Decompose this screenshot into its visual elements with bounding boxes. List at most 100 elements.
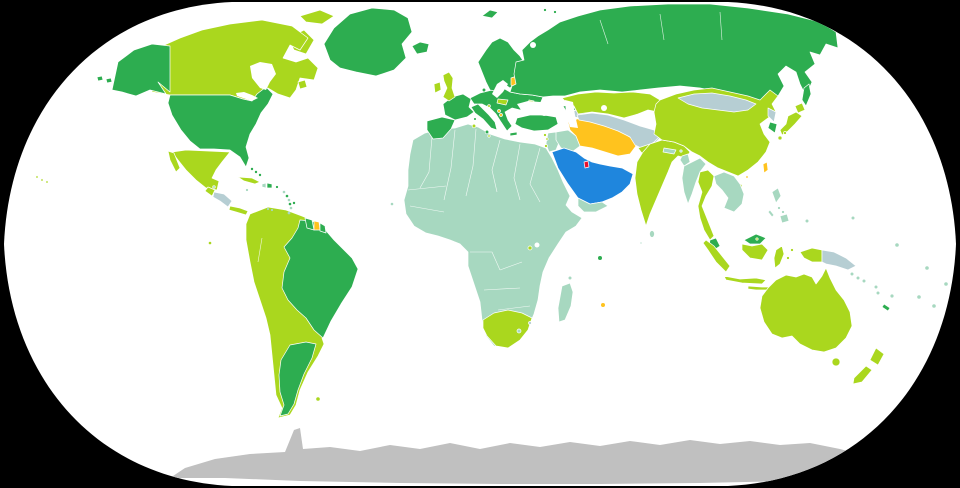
region-ireland [433, 81, 442, 94]
region-antarctica [170, 428, 878, 484]
region-bhutan [679, 149, 683, 153]
region-falkland-islands [316, 397, 320, 401]
lake-victoria [534, 242, 540, 248]
region-mongolia [677, 92, 757, 113]
region-france [442, 93, 475, 121]
region-lesser-antilles [288, 202, 292, 206]
region-albania [499, 113, 503, 117]
region-galapagos [208, 241, 212, 245]
region-rwanda [527, 245, 533, 251]
region-trinidad [287, 211, 291, 215]
region-sao-tome [453, 238, 457, 242]
region-sardinia [471, 123, 477, 129]
region-dominican-republic [266, 182, 273, 189]
region-haiti [261, 182, 267, 189]
region-japan-shikoku [783, 131, 787, 135]
baltic-sea [492, 80, 508, 98]
hudson-bay [250, 62, 276, 90]
region-sulawesi [773, 245, 785, 269]
region-iraq [555, 129, 581, 153]
region-seychelles [598, 256, 602, 260]
region-suriname [313, 220, 321, 231]
region-madagascar [557, 282, 574, 323]
region-cape-verde [390, 202, 394, 206]
region-montenegro [497, 109, 501, 113]
region-south-africa [482, 309, 533, 349]
region-north-korea [767, 107, 777, 123]
region-myanmar [681, 157, 707, 205]
region-curacao [270, 208, 274, 212]
region-baja-california [167, 150, 181, 173]
region-sicily [484, 129, 490, 135]
region-yemen [577, 197, 609, 213]
region-solomon-islands [856, 276, 860, 280]
region-lebanon [545, 137, 549, 141]
white-sea [530, 42, 536, 48]
region-hawaii [40, 178, 44, 182]
region-mauritius [601, 303, 605, 307]
region-bahamas [254, 170, 258, 174]
region-moluccas [786, 256, 790, 260]
region-lesser-antilles [282, 190, 286, 194]
region-jamaica [245, 188, 249, 192]
region-hong-kong [745, 175, 749, 179]
region-micronesia [851, 216, 855, 220]
region-eswatini [528, 321, 532, 325]
region-borneo-indonesia [741, 243, 769, 261]
country-borders-overlay [257, 11, 723, 311]
region-sri-lanka [649, 230, 655, 238]
region-bahamas [250, 167, 254, 171]
region-japan-honshu [779, 111, 803, 136]
region-tasmania [831, 357, 841, 367]
region-iceland [411, 41, 430, 55]
region-java [723, 275, 767, 285]
region-lesser-antilles [287, 198, 291, 202]
region-costa-rica-panama [228, 205, 249, 216]
region-sumatra [702, 239, 731, 273]
region-iberia [426, 116, 456, 140]
region-vanuatu [876, 291, 880, 295]
region-lesotho [516, 328, 522, 334]
region-hungary [496, 98, 509, 106]
region-israel [544, 144, 548, 148]
region-south-korea [767, 121, 778, 134]
region-barbados [292, 201, 296, 205]
region-aleutian-islands [96, 75, 104, 82]
region-malta [487, 134, 491, 138]
region-svalbard [481, 9, 499, 19]
region-philippines-mindanao [779, 213, 790, 224]
region-solomon-islands [850, 272, 854, 276]
region-new-zealand-north [869, 347, 885, 366]
region-qatar [583, 160, 590, 169]
region-french-guiana [319, 222, 327, 234]
region-palawan [767, 209, 775, 218]
region-papua-new-guinea [821, 249, 857, 271]
region-japan-kyushu [777, 135, 783, 141]
region-sakhalin [801, 83, 812, 107]
region-arabia [551, 147, 634, 205]
region-cuba [237, 176, 261, 185]
region-japan-hokkaido [794, 102, 806, 114]
region-brazil [281, 219, 359, 339]
region-pacific-island [944, 282, 948, 286]
aral-sea [601, 105, 607, 111]
region-russia [509, 3, 839, 113]
region-aruba [266, 207, 270, 211]
region-puerto-rico [275, 185, 279, 189]
region-maldives [639, 241, 643, 245]
region-brunei [755, 237, 759, 241]
region-comoros [568, 276, 572, 280]
region-belize [212, 185, 216, 189]
region-fiji [890, 294, 894, 298]
region-denmark [481, 87, 487, 93]
region-crete [509, 131, 518, 137]
region-philippines [781, 210, 785, 214]
region-lesser-antilles [289, 206, 293, 210]
region-slovenia [487, 104, 491, 108]
region-italy [470, 103, 498, 131]
region-honduras-nicaragua [212, 191, 233, 208]
region-moluccas [790, 248, 794, 252]
caspian-sea [565, 100, 578, 128]
